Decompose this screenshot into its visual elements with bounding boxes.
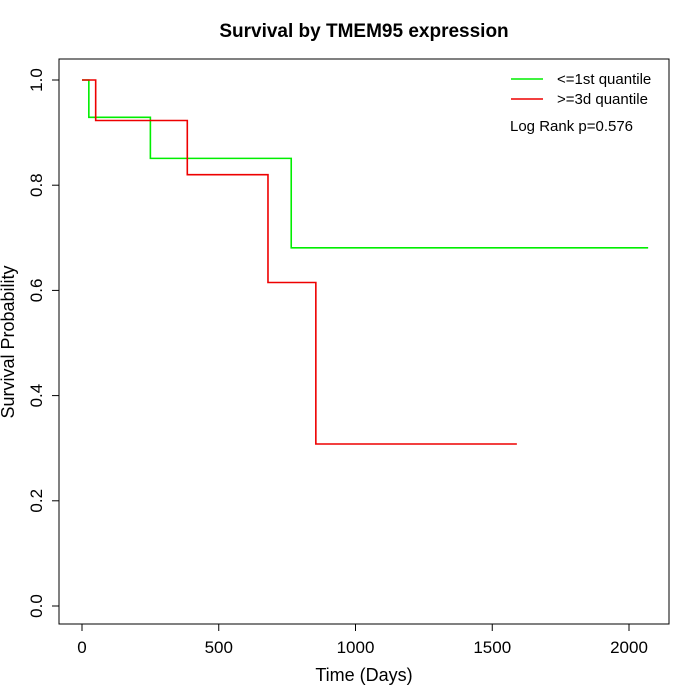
series-line-0 [82,79,649,249]
y-tick-label: 0.0 [27,594,46,618]
x-tick-label: 2000 [610,638,648,657]
y-axis-label: Survival Probability [0,265,18,418]
y-tick-label: 0.8 [27,173,46,197]
y-axis: 0.0 0.2 0.4 0.6 0.8 1.0 [27,68,60,618]
y-tick-label: 0.4 [27,384,46,408]
y-tick-label: 0.2 [27,489,46,513]
y-tick-label: 1.0 [27,68,46,92]
x-tick-label: 0 [77,638,86,657]
chart-title: Survival by TMEM95 expression [219,21,508,42]
series-line-1 [82,79,517,445]
legend-label-0: <=1st quantile [557,71,651,88]
series-lines [82,79,649,445]
log-rank-annotation: Log Rank p=0.576 [510,118,633,135]
legend-label-1: >=3d quantile [557,91,648,108]
x-tick-label: 1000 [337,638,375,657]
y-tick-label: 0.6 [27,279,46,303]
x-tick-label: 1500 [473,638,511,657]
x-axis: 0 500 1000 1500 2000 [77,623,648,657]
legend: <=1st quantile >=3d quantile [511,71,651,108]
x-axis-label: Time (Days) [315,665,412,685]
x-tick-label: 500 [205,638,233,657]
